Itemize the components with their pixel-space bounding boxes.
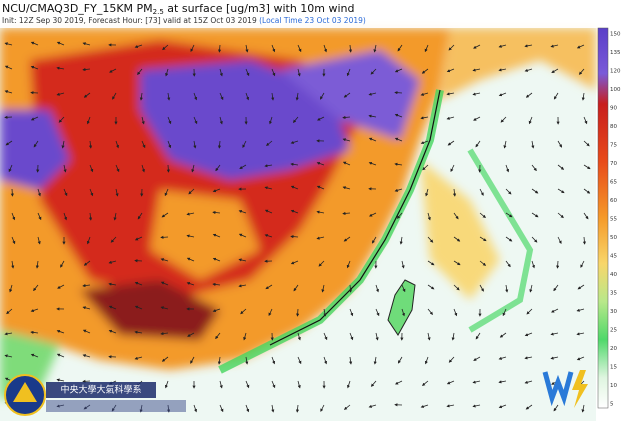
colorbar-label: 40	[610, 272, 617, 278]
colorbar-label: 55	[610, 217, 617, 223]
colorbar-label: 150	[610, 32, 621, 38]
colorbar-labels: 150 135 120 100 90 80 75 70 65 60 55 50 45 40 35 30 25 20…	[610, 32, 621, 408]
wind-arrow	[395, 92, 402, 93]
colorbar-label: 65	[610, 180, 617, 186]
logo-text: 中央大學大氣科學系	[60, 384, 141, 396]
colorbar-label: 50	[610, 235, 617, 241]
wind-arrow	[168, 165, 169, 172]
colorbar-label: 25	[610, 328, 617, 334]
colorbar-label: 5	[610, 402, 614, 408]
wind-arrow	[297, 309, 298, 316]
title: NCU/CMAQ3D_FY_15KM PM2.5 at surface [ug/…	[2, 2, 355, 16]
colorbar-label: 135	[610, 50, 621, 56]
colorbar-label: 60	[610, 198, 617, 204]
colorbar-label: 30	[610, 309, 617, 315]
wind-arrow	[83, 381, 90, 382]
colorbar	[598, 28, 608, 408]
init-info: Init: 12Z Sep 30 2019, Forecast Hour: [7…	[2, 16, 366, 25]
colorbar-label: 35	[610, 291, 617, 297]
map-area	[0, 28, 596, 421]
colorbar-label: 100	[610, 87, 621, 93]
colorbar-label: 120	[610, 69, 621, 75]
colorbar-label: 80	[610, 124, 617, 130]
colorbar-label: 15	[610, 365, 617, 371]
wind-arrow	[557, 261, 558, 268]
colorbar-label: 90	[610, 106, 617, 112]
colorbar-label: 70	[610, 161, 617, 167]
colorbar-label: 20	[610, 346, 617, 352]
colorbar-label: 75	[610, 143, 617, 149]
colorbar-label: 45	[610, 254, 617, 260]
colorbar-label: 10	[610, 383, 617, 389]
